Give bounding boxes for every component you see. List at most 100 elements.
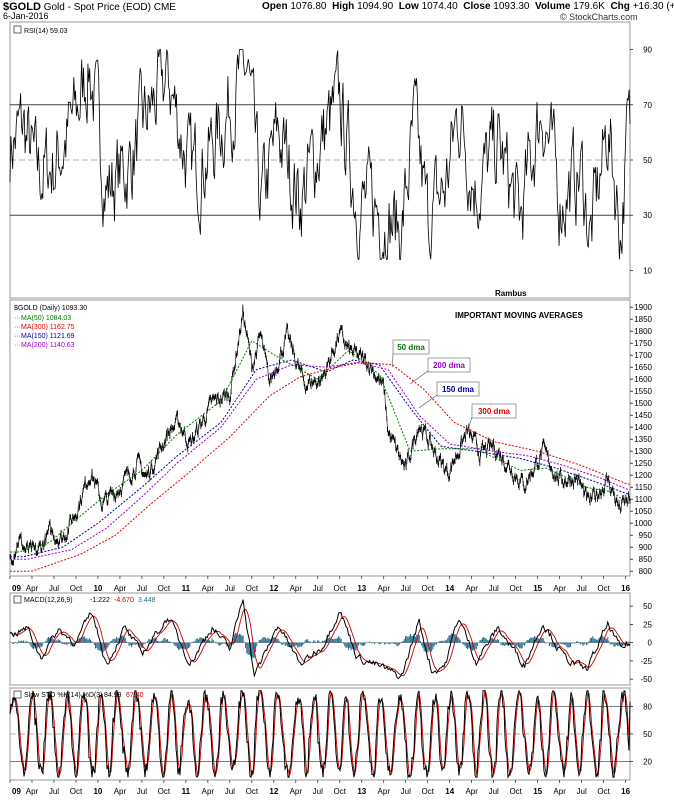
time-axis-label: Apr (553, 584, 566, 593)
price-legend-item: ···MA(150) 1121.69 (14, 333, 75, 340)
price-axis-tick-label: 1150 (635, 483, 653, 492)
stochastic-axis-tick-label: 50 (643, 730, 652, 739)
close-value: 1093.30 (493, 1, 530, 12)
price-axis-tick-label: 1450 (634, 411, 652, 420)
ma50-line (10, 340, 630, 553)
bottom-time-axis-label: Apr (26, 787, 39, 796)
rsi-axis-tick-label: 30 (643, 211, 652, 220)
bottom-time-axis-label: Oct (158, 787, 171, 796)
time-axis-label: Apr (290, 584, 303, 593)
bottom-time-axis-label: Jul (577, 787, 587, 796)
bottom-time-axis-label: Jul (401, 787, 411, 796)
callout-200dma-label: 200 dma (433, 361, 466, 370)
rsi-axis-tick-label: 70 (643, 101, 652, 110)
price-axis-tick-label: 1050 (634, 507, 652, 516)
bottom-time-axis-label: Apr (114, 787, 127, 796)
price-panel (9, 299, 631, 577)
callout-50dma-label: 50 dma (397, 343, 425, 352)
ma300-line (10, 362, 630, 572)
time-axis-label: Apr (26, 584, 39, 593)
chg-label: Chg (610, 1, 630, 12)
time-axis-label: 14 (445, 584, 454, 593)
price-subtitle: IMPORTANT MOVING AVERAGES (455, 311, 584, 320)
rambus-label: Rambus (495, 289, 527, 298)
bottom-time-axis-label: Oct (70, 787, 83, 796)
bottom-time-axis-label: 16 (621, 787, 630, 796)
time-axis-label: Jul (225, 584, 235, 593)
time-axis-label: 09 (12, 584, 21, 593)
stochastic-d-line (9, 689, 631, 778)
low-label: Low (398, 1, 419, 12)
bottom-time-axis-label: 13 (357, 787, 366, 796)
bottom-time-axis-label: 09 (12, 787, 21, 796)
open-value: 1076.80 (290, 1, 327, 12)
bottom-time-axis-label: Apr (378, 787, 391, 796)
bottom-time-axis-label: Oct (246, 787, 259, 796)
bottom-time-axis-label: 10 (93, 787, 102, 796)
time-axis-label: Oct (334, 584, 347, 593)
symbol-name: Gold - Spot Price (EOD) (43, 2, 151, 13)
high-label: High (332, 1, 355, 12)
close-label: Close (463, 1, 491, 12)
callout-150dma-pointer (418, 394, 438, 409)
price-axis-tick-label: 1700 (634, 351, 652, 360)
macd-value: -1.222 (90, 597, 110, 604)
price-line (9, 306, 631, 564)
price-axis-tick-label: 900 (639, 543, 653, 552)
volume-value: 179.6K (573, 1, 605, 12)
price-title: $GOLD (Daily) 1093.30 (14, 305, 87, 312)
rsi-axis-tick-label: 50 (643, 156, 652, 165)
time-axis-label: Jul (313, 584, 323, 593)
symbol-title: $GOLD Gold - Spot Price (EOD) CME (3, 1, 176, 13)
callout-300dma-pointer (467, 416, 473, 433)
macd-axis-tick-label: 0 (648, 639, 653, 648)
bottom-time-axis-label: Jul (137, 787, 147, 796)
bottom-time-axis-label: Apr (553, 787, 566, 796)
macd-title: MACD(12,26,9) (24, 597, 73, 604)
symbol: $GOLD (3, 1, 41, 13)
price-axis-tick-label: 1850 (634, 315, 652, 324)
open-label: Open (262, 1, 288, 12)
macd-axis-tick-label: 25 (643, 620, 652, 629)
high-value: 1094.90 (357, 1, 394, 12)
time-axis-label: 11 (182, 584, 191, 593)
price-axis-tick-label: 1000 (634, 519, 652, 528)
time-axis-label: 16 (621, 584, 630, 593)
time-axis-label: Apr (378, 584, 391, 593)
price-axis-tick-label: 850 (639, 555, 653, 564)
time-axis-label: Oct (597, 584, 610, 593)
macd-signal-value: -4.670 (114, 597, 134, 604)
macd-panel (9, 592, 631, 686)
stochastic-d-value: 67.40 (126, 692, 144, 699)
price-axis-tick-label: 1200 (634, 471, 652, 480)
macd-axis-tick-label: -25 (640, 657, 652, 666)
bottom-time-axis-label: Apr (290, 787, 303, 796)
price-legend-item: ···MA(200) 1140.63 (14, 342, 75, 349)
bottom-time-axis-label: Apr (465, 787, 478, 796)
bottom-time-axis-label: 14 (445, 787, 454, 796)
price-axis-tick-label: 1300 (634, 447, 652, 456)
stochastic-k-value: 84.99 (104, 692, 122, 699)
price-legend-item: ···MA(50) 1084.03 (14, 315, 71, 322)
watermark: © StockCharts.com (560, 12, 638, 22)
price-axis-tick-label: 1600 (634, 375, 652, 384)
macd-axis-tick-label: -50 (640, 675, 652, 684)
macd-hist-value: 3.448 (138, 597, 156, 604)
macd-signal-line (9, 608, 631, 677)
time-axis-label: Apr (202, 584, 215, 593)
callout-200dma-box (427, 357, 471, 373)
bottom-time-axis-label: Oct (509, 787, 522, 796)
callout-300dma-box (471, 403, 517, 419)
time-axis-label: 12 (269, 584, 278, 593)
low-value: 1074.40 (421, 1, 458, 12)
price-axis-tick-label: 1250 (634, 459, 652, 468)
bottom-time-axis-label: Jul (225, 787, 235, 796)
time-axis-label: Jul (401, 584, 411, 593)
time-axis-label: Oct (509, 584, 522, 593)
callout-300dma-label: 300 dma (478, 407, 511, 416)
price-axis-tick-label: 1500 (634, 399, 652, 408)
callout-150dma-box (436, 381, 480, 397)
bottom-time-axis-label: Oct (334, 787, 347, 796)
date: 6-Jan-2016 (3, 11, 49, 21)
price-axis-tick-label: 1350 (634, 435, 652, 444)
